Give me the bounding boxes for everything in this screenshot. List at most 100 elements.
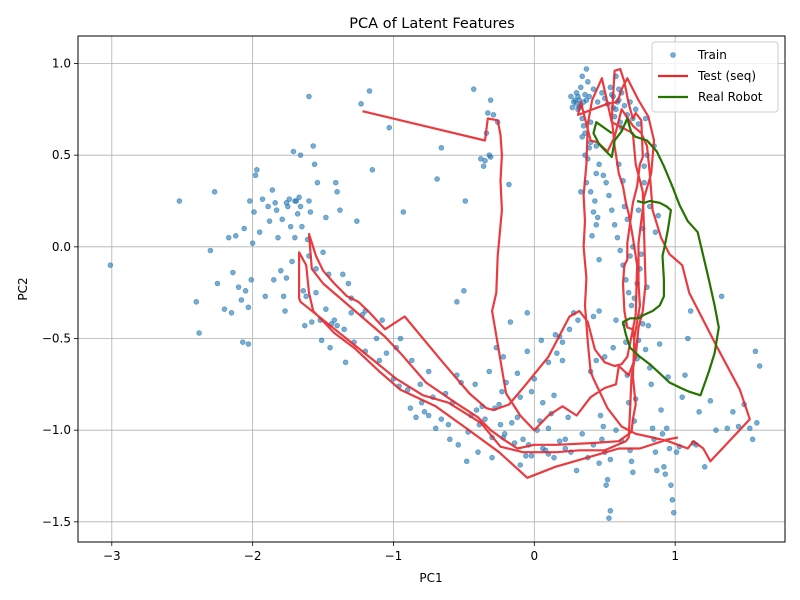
train-point — [482, 157, 488, 164]
train-point — [501, 431, 508, 437]
train-point — [583, 66, 590, 72]
train-point — [639, 321, 646, 327]
train-point — [600, 423, 607, 430]
train-point — [593, 357, 600, 364]
train-point — [635, 207, 642, 213]
train-point — [283, 275, 290, 281]
train-point — [752, 348, 759, 355]
train-point — [565, 414, 571, 421]
train-point — [596, 161, 602, 168]
train-point — [334, 322, 340, 329]
train-point — [610, 344, 616, 351]
train-point — [475, 449, 481, 455]
train-point — [713, 427, 719, 433]
train-point — [659, 431, 666, 437]
train-point — [654, 467, 660, 474]
train-point — [386, 124, 393, 131]
train-point — [746, 425, 753, 432]
test-seq-line — [298, 67, 751, 479]
train-point — [517, 394, 524, 400]
train-point — [592, 198, 598, 204]
train-point — [323, 214, 329, 221]
train-point — [568, 93, 574, 100]
train-point — [265, 203, 271, 210]
train-point — [292, 198, 298, 204]
legend: Train Test (seq) Real Robot — [651, 41, 779, 113]
train-point — [562, 436, 569, 443]
train-point — [562, 445, 569, 452]
train-point — [517, 462, 524, 468]
train-point — [262, 293, 269, 300]
train-point — [670, 509, 677, 516]
train-point — [366, 88, 373, 94]
x-axis-label: PC1 — [419, 571, 442, 585]
train-point — [507, 319, 514, 325]
train-point — [539, 445, 546, 452]
train-point — [685, 335, 691, 342]
train-point — [482, 416, 488, 422]
train-point — [579, 431, 585, 437]
train-point — [707, 398, 714, 404]
train-point — [649, 425, 656, 432]
train-point — [432, 425, 439, 432]
train-point — [652, 449, 659, 455]
train-point — [635, 121, 642, 127]
train-point — [489, 454, 495, 461]
train-point — [379, 317, 386, 323]
real-robot-line — [592, 117, 720, 397]
train-point — [583, 97, 590, 103]
train-point — [249, 240, 256, 246]
train-point — [287, 223, 294, 230]
train-point — [286, 196, 293, 202]
train-point — [559, 357, 566, 364]
train-point — [514, 414, 521, 421]
train-point — [239, 339, 246, 345]
train-point — [606, 515, 612, 521]
train-point — [607, 84, 614, 91]
train-point — [339, 271, 346, 278]
train-point — [225, 234, 232, 241]
train-point — [307, 209, 314, 215]
train-point — [625, 289, 632, 296]
train-point — [266, 218, 273, 224]
train-point — [254, 167, 260, 173]
train-point — [247, 198, 253, 204]
chart-title: PCA of Latent Features — [349, 16, 514, 32]
train-point — [628, 302, 635, 309]
train-point — [586, 93, 593, 100]
train-point — [296, 194, 302, 201]
train-point — [749, 436, 756, 443]
train-point — [207, 247, 214, 254]
train-point — [754, 420, 760, 426]
y-tick-label: −1.0 — [42, 423, 71, 437]
train-point — [279, 216, 286, 223]
train-point — [545, 359, 552, 366]
plot-frame — [77, 35, 786, 543]
train-point — [176, 198, 183, 204]
train-point — [665, 374, 671, 380]
train-point — [655, 212, 662, 219]
train-point — [506, 181, 512, 188]
legend-test-label: Test (seq) — [697, 69, 756, 83]
train-point — [614, 234, 621, 241]
train-point — [696, 409, 702, 415]
train-point — [303, 293, 309, 300]
train-point — [211, 189, 218, 195]
train-point — [679, 394, 685, 400]
train-point — [730, 409, 736, 415]
train-point — [235, 284, 242, 290]
train-point — [524, 310, 531, 316]
train-point — [593, 170, 600, 177]
train-point — [607, 508, 614, 514]
train-point — [554, 350, 560, 356]
train-point — [724, 425, 731, 432]
train-point — [641, 179, 647, 186]
train-point — [585, 79, 591, 85]
train-point — [455, 442, 462, 448]
train-point — [306, 198, 312, 204]
train-point — [593, 143, 600, 149]
train-point — [735, 423, 742, 430]
train-point — [580, 123, 587, 129]
train-point — [376, 357, 383, 364]
